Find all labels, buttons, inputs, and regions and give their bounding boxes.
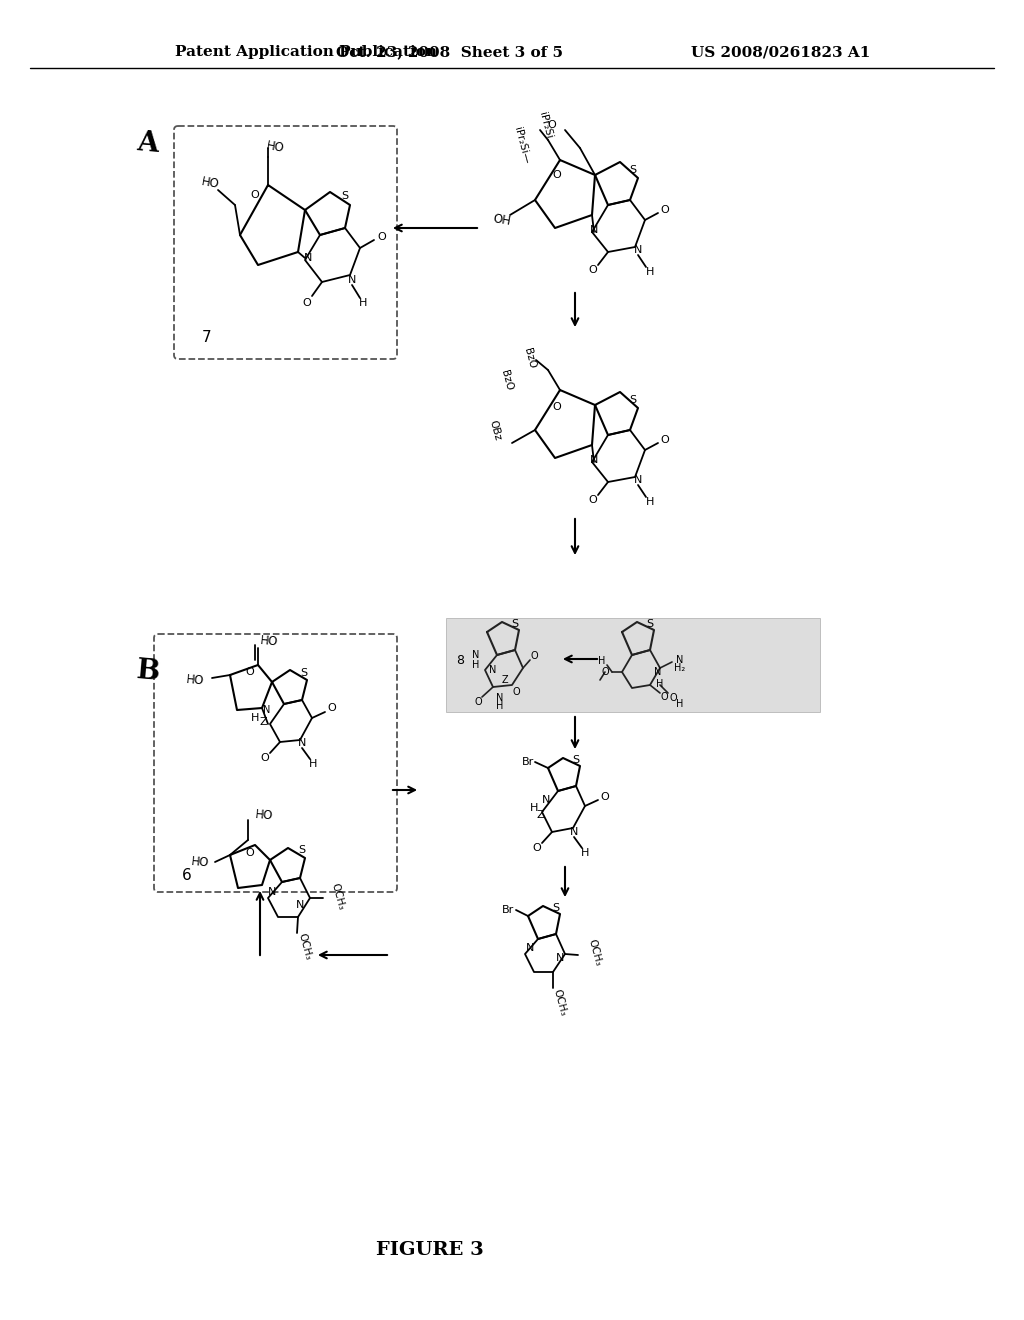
Text: OCH₃: OCH₃ bbox=[330, 883, 346, 912]
Text: O: O bbox=[328, 704, 336, 713]
Text: H: H bbox=[309, 759, 317, 770]
Text: S: S bbox=[300, 668, 307, 678]
Text: O: O bbox=[660, 692, 668, 702]
Text: O: O bbox=[553, 403, 561, 412]
Text: H: H bbox=[656, 678, 664, 689]
Text: H: H bbox=[358, 298, 368, 308]
Text: N: N bbox=[569, 828, 579, 837]
Text: iPr₂Si: iPr₂Si bbox=[537, 111, 553, 140]
Text: O: O bbox=[601, 792, 609, 803]
Text: O: O bbox=[246, 847, 254, 858]
Text: N: N bbox=[590, 455, 598, 465]
Text: N: N bbox=[590, 224, 598, 235]
Text: O: O bbox=[553, 170, 561, 180]
Text: H: H bbox=[676, 700, 684, 709]
Text: S: S bbox=[630, 395, 637, 405]
Text: O: O bbox=[670, 693, 677, 704]
Text: N: N bbox=[472, 649, 479, 660]
Text: N: N bbox=[634, 246, 642, 255]
Text: Z: Z bbox=[502, 675, 508, 685]
Text: O: O bbox=[532, 843, 542, 853]
Text: H: H bbox=[497, 701, 504, 711]
Text: OCH₃: OCH₃ bbox=[297, 932, 313, 961]
Text: Z: Z bbox=[259, 717, 267, 727]
Text: N: N bbox=[542, 795, 550, 805]
Text: N: N bbox=[634, 475, 642, 484]
Text: OBz: OBz bbox=[487, 418, 503, 441]
Text: O: O bbox=[512, 686, 520, 697]
Text: H: H bbox=[529, 803, 539, 813]
Text: BzO: BzO bbox=[500, 368, 514, 391]
FancyBboxPatch shape bbox=[174, 125, 397, 359]
Text: iPr₂Si—: iPr₂Si— bbox=[512, 125, 531, 165]
Text: HO: HO bbox=[200, 176, 220, 191]
Text: S: S bbox=[572, 755, 580, 766]
Text: HO: HO bbox=[254, 809, 273, 824]
Text: O: O bbox=[251, 190, 259, 201]
Text: S: S bbox=[552, 903, 559, 913]
Text: N: N bbox=[676, 655, 684, 665]
Text: N: N bbox=[525, 942, 535, 953]
Text: H: H bbox=[472, 660, 479, 671]
Text: N: N bbox=[296, 900, 304, 909]
Text: BzO: BzO bbox=[522, 347, 538, 370]
Text: N: N bbox=[654, 667, 662, 677]
Text: S: S bbox=[341, 191, 348, 201]
Text: B: B bbox=[135, 657, 161, 686]
Text: 6: 6 bbox=[182, 867, 191, 883]
Text: O: O bbox=[378, 232, 386, 242]
Text: N: N bbox=[263, 705, 270, 715]
Text: O: O bbox=[660, 205, 670, 215]
Text: H: H bbox=[646, 498, 654, 507]
Text: S: S bbox=[630, 165, 637, 176]
Text: O: O bbox=[548, 120, 556, 129]
Text: A: A bbox=[136, 128, 160, 157]
Text: H: H bbox=[646, 267, 654, 277]
Text: S: S bbox=[646, 619, 653, 630]
Text: H: H bbox=[581, 847, 589, 858]
Text: OCH₃: OCH₃ bbox=[552, 989, 568, 1018]
Text: 8: 8 bbox=[456, 653, 464, 667]
Text: N: N bbox=[489, 665, 497, 675]
Text: S: S bbox=[298, 845, 305, 855]
Text: HO: HO bbox=[259, 635, 279, 649]
Text: S: S bbox=[511, 619, 518, 630]
Text: H: H bbox=[598, 656, 605, 667]
Text: Patent Application Publication: Patent Application Publication bbox=[175, 45, 437, 59]
Text: O: O bbox=[660, 436, 670, 445]
Text: 7: 7 bbox=[202, 330, 212, 346]
Text: Oct. 23, 2008  Sheet 3 of 5: Oct. 23, 2008 Sheet 3 of 5 bbox=[337, 45, 563, 59]
Text: H₂: H₂ bbox=[675, 663, 686, 673]
Text: O: O bbox=[474, 697, 482, 708]
Text: O: O bbox=[303, 298, 311, 308]
Text: O: O bbox=[589, 495, 597, 506]
Text: N: N bbox=[304, 253, 312, 263]
Text: HO: HO bbox=[190, 855, 210, 870]
Text: O: O bbox=[261, 752, 269, 763]
Text: O: O bbox=[601, 667, 609, 677]
Text: OH: OH bbox=[492, 213, 512, 228]
Text: Br: Br bbox=[522, 756, 535, 767]
Text: N: N bbox=[268, 887, 276, 898]
Text: Br: Br bbox=[502, 906, 514, 915]
Text: O: O bbox=[530, 651, 538, 661]
Text: H: H bbox=[251, 713, 259, 723]
Text: N: N bbox=[556, 953, 564, 964]
Text: HO: HO bbox=[185, 673, 205, 688]
FancyBboxPatch shape bbox=[446, 618, 820, 711]
FancyBboxPatch shape bbox=[154, 634, 397, 892]
Text: N: N bbox=[298, 738, 306, 748]
Text: N: N bbox=[348, 275, 356, 285]
Text: N: N bbox=[497, 693, 504, 704]
Text: US 2008/0261823 A1: US 2008/0261823 A1 bbox=[690, 45, 870, 59]
Text: OCH₃: OCH₃ bbox=[587, 939, 603, 968]
Text: Z: Z bbox=[537, 810, 544, 820]
Text: FIGURE 3: FIGURE 3 bbox=[376, 1241, 484, 1259]
Text: O: O bbox=[246, 667, 254, 677]
Text: HO: HO bbox=[265, 139, 285, 154]
Text: O: O bbox=[589, 265, 597, 275]
